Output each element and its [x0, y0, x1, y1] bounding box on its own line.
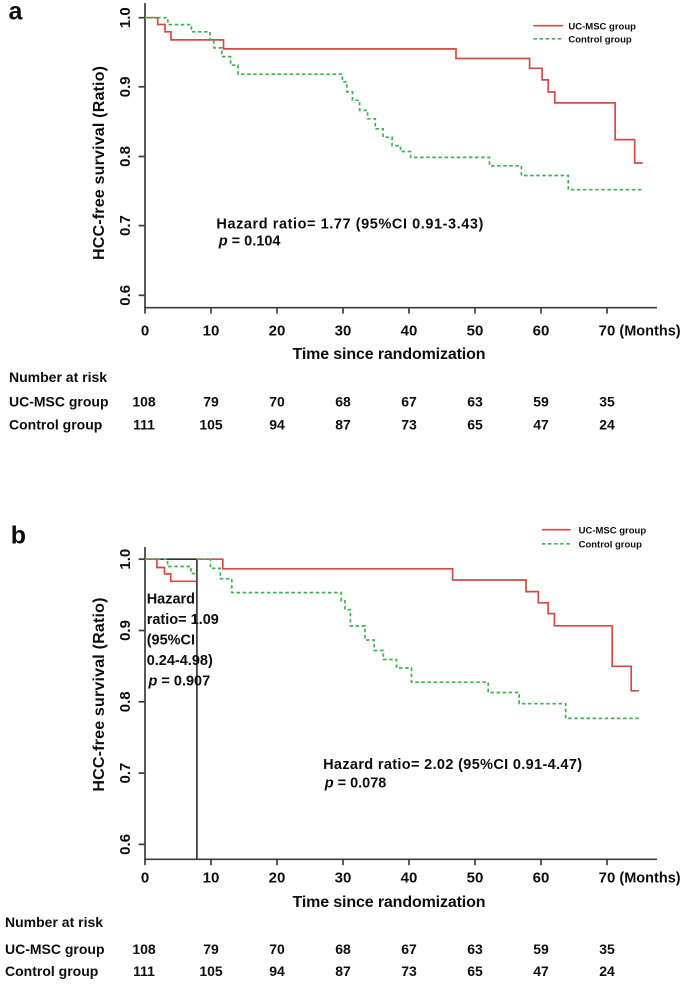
svg-text:68: 68 — [335, 394, 351, 410]
svg-text:50: 50 — [467, 870, 484, 887]
svg-text:59: 59 — [533, 941, 549, 957]
svg-text:0: 0 — [141, 870, 149, 887]
svg-text:47: 47 — [533, 417, 549, 433]
svg-text:0.6: 0.6 — [117, 285, 134, 306]
svg-text:0.8: 0.8 — [117, 146, 134, 167]
svg-text:1.0: 1.0 — [117, 549, 134, 570]
svg-text:35: 35 — [599, 394, 615, 410]
svg-text:Time since randomization: Time since randomization — [293, 346, 486, 363]
svg-text:63: 63 — [467, 394, 483, 410]
svg-text:Control group: Control group — [9, 417, 102, 433]
svg-text:94: 94 — [269, 963, 285, 979]
svg-text:94: 94 — [269, 417, 285, 433]
svg-text:(95%CI: (95%CI — [147, 633, 195, 649]
svg-text:HCC-free survival (Ratio): HCC-free survival (Ratio) — [91, 66, 108, 260]
svg-text:ratio= 1.09: ratio= 1.09 — [147, 612, 219, 628]
svg-text:0.9: 0.9 — [117, 620, 134, 641]
svg-text:24: 24 — [599, 963, 615, 979]
svg-text:UC-MSC group: UC-MSC group — [579, 525, 647, 536]
svg-text:60: 60 — [533, 323, 550, 340]
svg-text:70: 70 — [269, 941, 285, 957]
svg-text:108: 108 — [132, 394, 156, 410]
svg-text:(Months): (Months) — [619, 871, 680, 887]
svg-text:10: 10 — [203, 323, 220, 340]
svg-text:Number at risk: Number at risk — [5, 914, 103, 930]
svg-text:(Months): (Months) — [619, 324, 680, 340]
svg-text:40: 40 — [401, 870, 418, 887]
svg-text:Control group: Control group — [579, 539, 643, 550]
svg-text:p = 0.104: p = 0.104 — [218, 234, 281, 250]
svg-text:40: 40 — [401, 323, 418, 340]
svg-text:UC-MSC group: UC-MSC group — [568, 21, 636, 32]
svg-text:Control group: Control group — [5, 963, 98, 979]
svg-text:65: 65 — [467, 963, 483, 979]
svg-text:65: 65 — [467, 417, 483, 433]
svg-text:108: 108 — [132, 941, 156, 957]
svg-text:Hazard ratio= 2.02 (95%CI 0.91: Hazard ratio= 2.02 (95%CI 0.91-4.47) — [323, 757, 582, 773]
svg-text:Control group: Control group — [568, 34, 632, 45]
svg-text:73: 73 — [401, 417, 417, 433]
svg-text:20: 20 — [269, 323, 286, 340]
svg-text:HCC-free survival (Ratio): HCC-free survival (Ratio) — [91, 598, 108, 792]
svg-text:47: 47 — [533, 963, 549, 979]
svg-text:30: 30 — [335, 870, 352, 887]
svg-text:111: 111 — [133, 963, 155, 979]
svg-text:87: 87 — [335, 417, 351, 433]
svg-text:35: 35 — [599, 941, 615, 957]
svg-text:60: 60 — [533, 870, 550, 887]
svg-text:1.0: 1.0 — [117, 7, 134, 28]
svg-text:67: 67 — [401, 941, 417, 957]
svg-text:UC-MSC group: UC-MSC group — [9, 394, 109, 410]
svg-text:24: 24 — [599, 417, 615, 433]
svg-text:105: 105 — [199, 963, 223, 979]
svg-text:63: 63 — [467, 941, 483, 957]
svg-text:Hazard ratio= 1.77 (95%CI 0.91: Hazard ratio= 1.77 (95%CI 0.91-3.43) — [216, 217, 483, 233]
svg-text:111: 111 — [133, 417, 155, 433]
svg-text:79: 79 — [203, 394, 219, 410]
svg-text:0.7: 0.7 — [117, 763, 134, 784]
svg-text:67: 67 — [401, 394, 417, 410]
svg-text:30: 30 — [335, 323, 352, 340]
svg-text:68: 68 — [335, 941, 351, 957]
svg-text:105: 105 — [199, 417, 223, 433]
svg-text:10: 10 — [203, 870, 220, 887]
svg-text:0.8: 0.8 — [117, 691, 134, 712]
svg-text:0.9: 0.9 — [117, 76, 134, 97]
svg-text:50: 50 — [467, 323, 484, 340]
svg-text:70: 70 — [269, 394, 285, 410]
svg-text:87: 87 — [335, 963, 351, 979]
svg-text:p = 0.907: p = 0.907 — [148, 674, 211, 690]
svg-text:20: 20 — [269, 870, 286, 887]
svg-text:0: 0 — [141, 323, 149, 340]
svg-text:Number at risk: Number at risk — [9, 369, 107, 385]
svg-text:UC-MSC group: UC-MSC group — [5, 941, 105, 957]
svg-text:79: 79 — [203, 941, 219, 957]
svg-text:a: a — [9, 0, 24, 26]
svg-text:Time since randomization: Time since randomization — [293, 894, 486, 911]
svg-text:70: 70 — [599, 323, 616, 340]
svg-text:0.7: 0.7 — [117, 215, 134, 236]
svg-text:59: 59 — [533, 394, 549, 410]
svg-text:p = 0.078: p = 0.078 — [324, 776, 387, 792]
svg-text:Hazard: Hazard — [147, 591, 195, 607]
svg-text:0.24-4.98): 0.24-4.98) — [147, 653, 213, 669]
svg-text:70: 70 — [599, 870, 616, 887]
svg-text:73: 73 — [401, 963, 417, 979]
svg-text:b: b — [11, 522, 26, 550]
svg-text:0.6: 0.6 — [117, 834, 134, 855]
